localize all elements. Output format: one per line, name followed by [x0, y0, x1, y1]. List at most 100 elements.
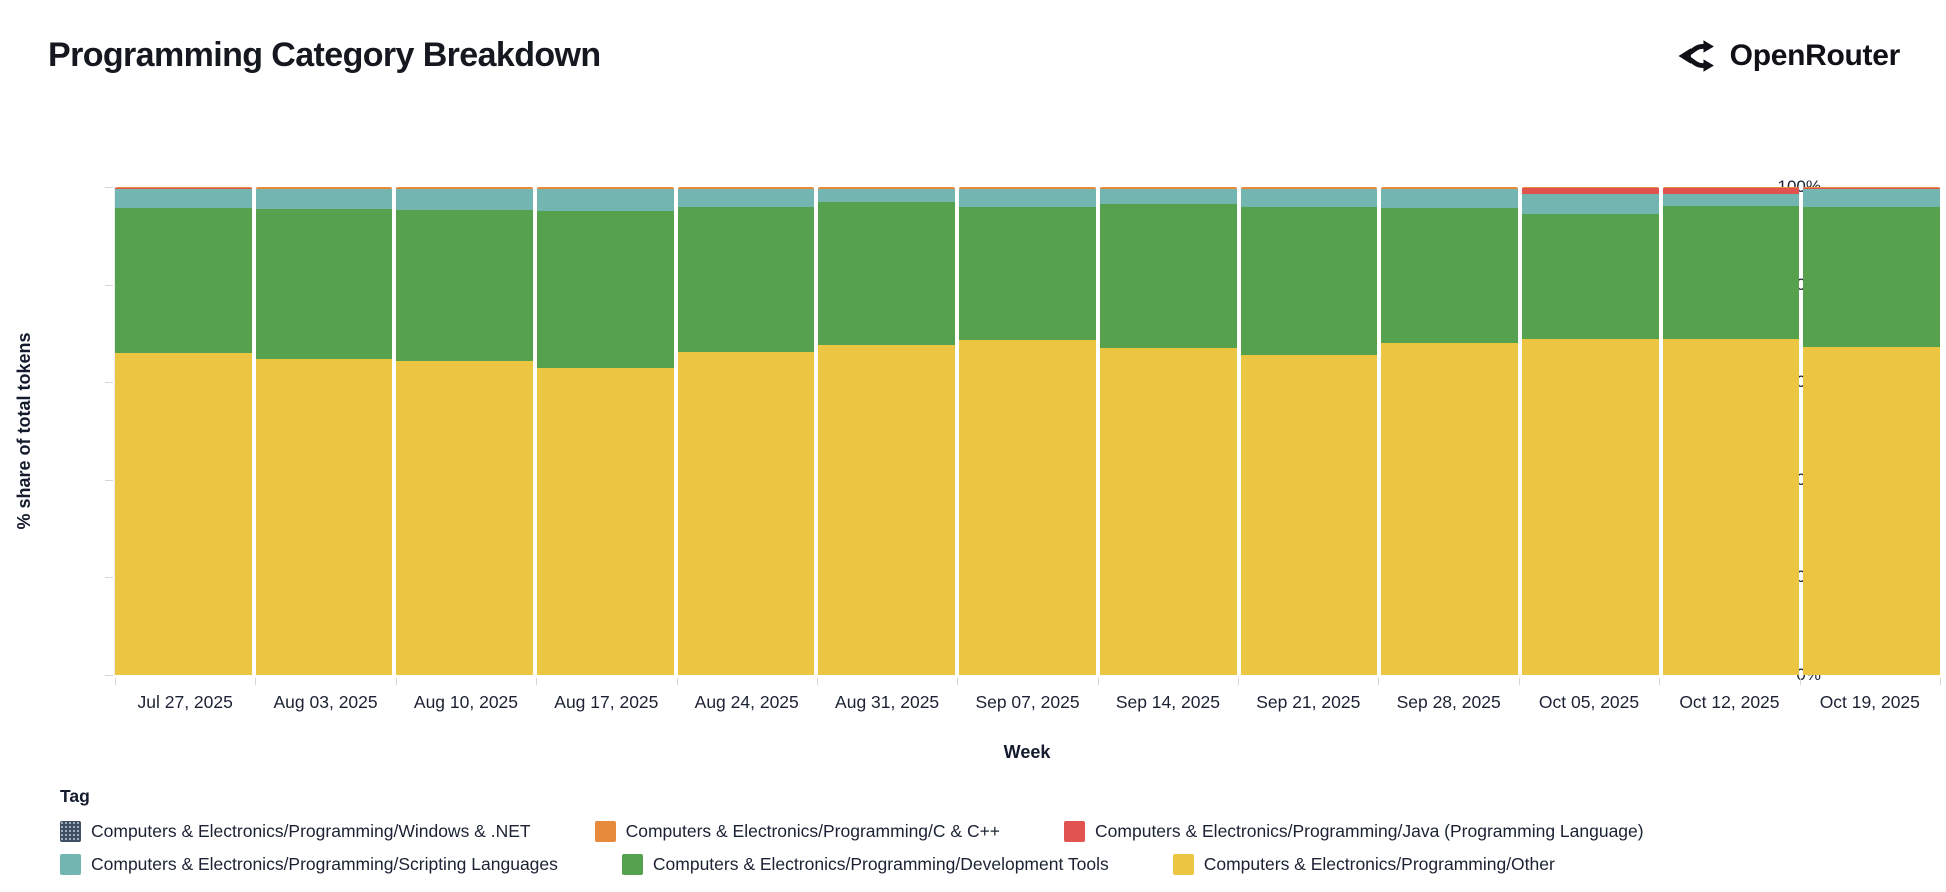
- page-title: Programming Category Breakdown: [48, 36, 601, 74]
- bar-segment[interactable]: [115, 188, 252, 208]
- bar-segment[interactable]: [677, 207, 815, 352]
- x-tick-label: Aug 10, 2025: [413, 692, 519, 712]
- y-tick-mark: [105, 187, 113, 188]
- legend-title: Tag: [60, 786, 90, 806]
- bar-segment[interactable]: [255, 208, 393, 359]
- bar-segment[interactable]: [677, 351, 815, 675]
- legend-label: Computers & Electronics/Programming/C & …: [625, 821, 1001, 841]
- bar-segment[interactable]: [1662, 193, 1800, 207]
- bar-segment[interactable]: [1240, 187, 1378, 189]
- y-tick-mark: [105, 479, 113, 481]
- bar-segment[interactable]: [1803, 187, 1940, 189]
- bar-segment[interactable]: [396, 361, 534, 675]
- bar-segment[interactable]: [1240, 189, 1378, 208]
- bar-segment[interactable]: [959, 189, 1096, 208]
- legend-item[interactable]: Computers & Electronics/Programming/C & …: [594, 821, 1001, 842]
- bar-segment[interactable]: [1381, 187, 1518, 189]
- bar-segment[interactable]: [1240, 354, 1378, 675]
- bar-segment[interactable]: [1803, 347, 1940, 675]
- bar-segment[interactable]: [255, 358, 393, 675]
- bar-segment[interactable]: [537, 368, 674, 675]
- legend-item[interactable]: Computers & Electronics/Programming/Deve…: [621, 854, 1109, 875]
- x-tick-mark: [1799, 678, 1801, 685]
- legend: Tag Computers & Electronics/Programming/…: [60, 786, 1906, 875]
- x-tick-mark: [1940, 678, 1941, 685]
- bar-segment[interactable]: [818, 202, 956, 345]
- legend-swatch-icon: [594, 821, 616, 842]
- stacked-bar: [1803, 187, 1940, 675]
- x-tick-label: Sep 28, 2025: [1396, 692, 1501, 712]
- stacked-bar: [818, 187, 956, 675]
- bar-segment[interactable]: [115, 187, 252, 189]
- bar-segment[interactable]: [1662, 338, 1800, 675]
- bar-segment[interactable]: [1662, 188, 1800, 194]
- legend-swatch-icon: [60, 854, 81, 875]
- bar-segment[interactable]: [1521, 187, 1659, 188]
- y-tick-mark: [105, 675, 113, 676]
- bar-segment[interactable]: [1521, 213, 1659, 339]
- x-axis-title: Week: [1003, 742, 1051, 762]
- bar-segment[interactable]: [1803, 188, 1940, 208]
- stacked-bar: [255, 187, 393, 675]
- bar-segment[interactable]: [959, 340, 1096, 675]
- legend-label: Computers & Electronics/Programming/Othe…: [1203, 854, 1555, 874]
- stacked-bar: [396, 187, 534, 675]
- bar-segment[interactable]: [1381, 207, 1518, 344]
- legend-item[interactable]: Computers & Electronics/Programming/Othe…: [1172, 854, 1555, 875]
- legend-label: Computers & Electronics/Programming/Scri…: [91, 854, 558, 874]
- bar-segment[interactable]: [255, 189, 393, 209]
- bar-segment[interactable]: [1381, 343, 1518, 675]
- bar-segment[interactable]: [1381, 189, 1518, 208]
- bar-segment[interactable]: [1662, 187, 1800, 189]
- x-tick-label: Jul 27, 2025: [137, 692, 233, 712]
- bar-segment[interactable]: [1803, 207, 1940, 348]
- bar-segment[interactable]: [1662, 206, 1800, 339]
- bar-segment[interactable]: [959, 187, 1096, 189]
- openrouter-logo-icon: [1677, 36, 1717, 76]
- stacked-bar: [537, 187, 674, 675]
- bar-segment[interactable]: [1521, 194, 1659, 214]
- bar-segment[interactable]: [396, 189, 534, 210]
- x-tick-mark: [115, 678, 116, 685]
- bar-segment[interactable]: [115, 352, 252, 675]
- bar-segment[interactable]: [396, 209, 534, 362]
- x-tick-label: Aug 31, 2025: [835, 692, 940, 712]
- bar-segment[interactable]: [537, 189, 674, 211]
- bar-segment[interactable]: [115, 208, 252, 353]
- x-tick-label: Aug 17, 2025: [554, 692, 659, 712]
- stacked-bar: [959, 187, 1096, 675]
- stacked-bar: [677, 187, 815, 675]
- bar-segment[interactable]: [537, 210, 674, 369]
- legend-swatch-icon: [621, 854, 643, 875]
- bar-segment[interactable]: [1099, 189, 1237, 205]
- legend-label: Computers & Electronics/Programming/Java…: [1095, 821, 1644, 841]
- bar-segment[interactable]: [677, 189, 815, 208]
- bar-segment[interactable]: [1240, 207, 1378, 355]
- x-tick-label: Oct 05, 2025: [1538, 692, 1640, 712]
- legend-item[interactable]: Computers & Electronics/Programming/Wind…: [60, 821, 531, 842]
- x-tick-label: Oct 12, 2025: [1679, 692, 1780, 712]
- bar-segment[interactable]: [818, 344, 956, 675]
- bar-segment[interactable]: [959, 207, 1096, 341]
- bar-segment[interactable]: [677, 187, 815, 189]
- bar-segment[interactable]: [537, 187, 674, 189]
- bar-segment[interactable]: [818, 189, 956, 203]
- legend-item[interactable]: Computers & Electronics/Programming/Scri…: [60, 854, 558, 875]
- plot-area: [115, 187, 1940, 675]
- x-tick-mark: [957, 678, 959, 685]
- x-tick-mark: [1238, 678, 1240, 685]
- bar-segment[interactable]: [1521, 338, 1659, 675]
- stacked-bar: [1381, 187, 1518, 675]
- bar-segment[interactable]: [1099, 348, 1237, 675]
- legend-swatch-icon: [60, 821, 81, 842]
- bar-segment[interactable]: [818, 187, 956, 189]
- y-tick-mark: [105, 382, 113, 384]
- bar-segment[interactable]: [255, 187, 393, 189]
- bar-segment[interactable]: [1521, 188, 1659, 195]
- y-tick-mark: [105, 577, 113, 579]
- x-tick-mark: [816, 678, 818, 685]
- bar-segment[interactable]: [396, 187, 534, 189]
- legend-item[interactable]: Computers & Electronics/Programming/Java…: [1064, 821, 1644, 842]
- bar-segment[interactable]: [1099, 187, 1237, 189]
- bar-segment[interactable]: [1099, 204, 1237, 349]
